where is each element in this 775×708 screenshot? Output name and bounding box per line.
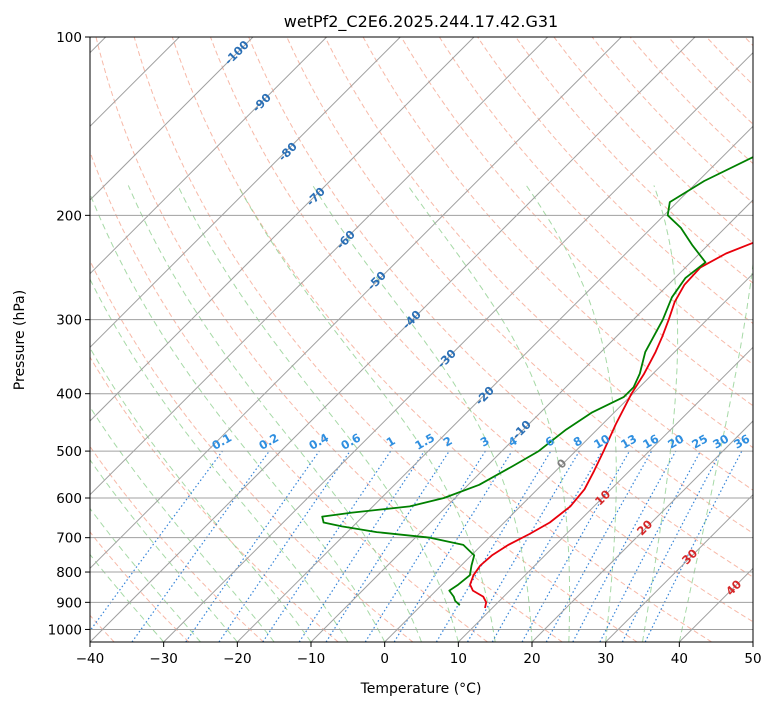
dry-adiabat xyxy=(591,37,753,204)
moist-adiabat xyxy=(177,185,459,642)
y-tick-label: 1000 xyxy=(48,622,82,638)
dry-adiabat xyxy=(90,150,488,642)
isotherm-line xyxy=(457,346,753,642)
dry-adiabat xyxy=(477,37,753,325)
isotherm-line xyxy=(236,125,753,642)
isotherm-line xyxy=(605,493,753,642)
moist-adiabat xyxy=(90,458,238,642)
mixing-ratio-label: 16 xyxy=(640,432,661,452)
dry-adiabat xyxy=(438,37,753,366)
mixing-ratio-line xyxy=(131,450,270,642)
mixing-ratio-line xyxy=(466,450,580,642)
y-tick-label: 900 xyxy=(56,595,82,611)
x-tick-label: 10 xyxy=(450,651,467,667)
moist-adiabat xyxy=(90,192,386,642)
x-tick-label: −10 xyxy=(297,651,326,667)
y-tick-label: 400 xyxy=(56,387,82,403)
grid-lines xyxy=(90,37,753,642)
mixing-ratio-label: 10 xyxy=(591,432,612,452)
isotherm-line xyxy=(90,37,254,201)
mixing-ratio-line xyxy=(218,450,351,642)
mixing-ratio-line xyxy=(572,450,677,642)
dry-adiabat xyxy=(286,37,753,534)
y-axis-label: Pressure (hPa) xyxy=(12,290,28,390)
y-tick-label: 500 xyxy=(56,444,82,460)
mixing-ratio-line xyxy=(185,450,320,642)
x-tick-label: −20 xyxy=(223,651,252,667)
dry-adiabat xyxy=(171,37,712,642)
dry-adiabat xyxy=(95,37,563,642)
mixing-ratio-line xyxy=(491,450,603,642)
moist-adiabat xyxy=(90,278,349,642)
background-lines xyxy=(90,37,753,642)
temperature-line xyxy=(469,241,753,609)
mixing-ratio-line xyxy=(325,450,450,642)
dry-adiabat xyxy=(133,37,638,642)
moist-adiabat xyxy=(678,260,753,642)
dewpoint-line xyxy=(321,156,753,606)
isotherm-line xyxy=(163,51,753,642)
moist-adiabat xyxy=(237,185,496,642)
moist-adiabat xyxy=(407,185,571,642)
y-tick-label: 800 xyxy=(56,565,82,581)
x-tick-label: 0 xyxy=(380,651,389,667)
moist-adiabat xyxy=(127,185,422,642)
dry-adiabat xyxy=(553,37,753,244)
dry-adiabat xyxy=(400,37,753,407)
isotherm-line xyxy=(90,37,401,349)
x-axis-label: Temperature (°C) xyxy=(360,681,482,697)
x-tick-label: −30 xyxy=(149,651,178,667)
mixing-ratio-label: 25 xyxy=(689,432,710,452)
mixing-ratio-line xyxy=(435,450,552,642)
isotherm-line xyxy=(531,420,753,642)
isotherm-line xyxy=(384,272,753,642)
mixing-ratio-line xyxy=(364,450,486,642)
x-axis: −40 −30 −20 −10 0 10 20 30 40 50 xyxy=(76,642,762,667)
moist-adiabat xyxy=(525,185,617,642)
isotherm-line xyxy=(90,37,475,422)
y-tick-label: 600 xyxy=(56,491,82,507)
moist-adiabat xyxy=(642,185,679,642)
moist-adiabat xyxy=(90,553,165,642)
isotherm-line xyxy=(310,199,753,642)
plot-background xyxy=(90,37,753,642)
dry-adiabat xyxy=(90,259,414,642)
y-axis: 100 200 300 400 500 600 700 800 900 1000 xyxy=(48,30,90,638)
x-tick-label: 30 xyxy=(597,651,614,667)
mixing-ratio-line xyxy=(90,450,223,632)
isotherm-line xyxy=(90,37,696,642)
isotherm-line xyxy=(90,37,549,496)
y-tick-label: 300 xyxy=(56,313,82,329)
x-tick-label: 40 xyxy=(671,651,688,667)
mixing-ratio-line xyxy=(521,450,631,642)
y-tick-label: 700 xyxy=(56,531,82,547)
dry-adiabat xyxy=(210,37,753,623)
plot-frame xyxy=(89,36,754,643)
mixing-ratio-label: 13 xyxy=(618,432,639,452)
mixing-ratio-label: 20 xyxy=(665,432,686,452)
x-tick-label: 50 xyxy=(744,651,761,667)
mixing-ratio-line xyxy=(393,450,513,642)
x-tick-label: 20 xyxy=(523,651,540,667)
y-tick-label: 200 xyxy=(56,208,82,224)
isotherm-line xyxy=(90,37,622,570)
dry-adiabat xyxy=(248,37,753,578)
x-tick-label: −40 xyxy=(76,651,105,667)
mixing-ratio-label: 30 xyxy=(710,432,731,452)
moist-adiabat xyxy=(312,185,533,642)
dry-adiabat xyxy=(90,531,190,642)
profile-lines xyxy=(321,156,753,609)
dry-adiabat xyxy=(90,356,339,642)
chart-title: wetPf2_C2E6.2025.244.17.42.G31 xyxy=(284,12,558,32)
moist-adiabat xyxy=(90,507,201,642)
mixing-ratio-label: 36 xyxy=(731,432,752,452)
isotherm-line xyxy=(90,37,328,275)
y-tick-label: 100 xyxy=(56,30,82,46)
dry-adiabat xyxy=(324,37,753,491)
